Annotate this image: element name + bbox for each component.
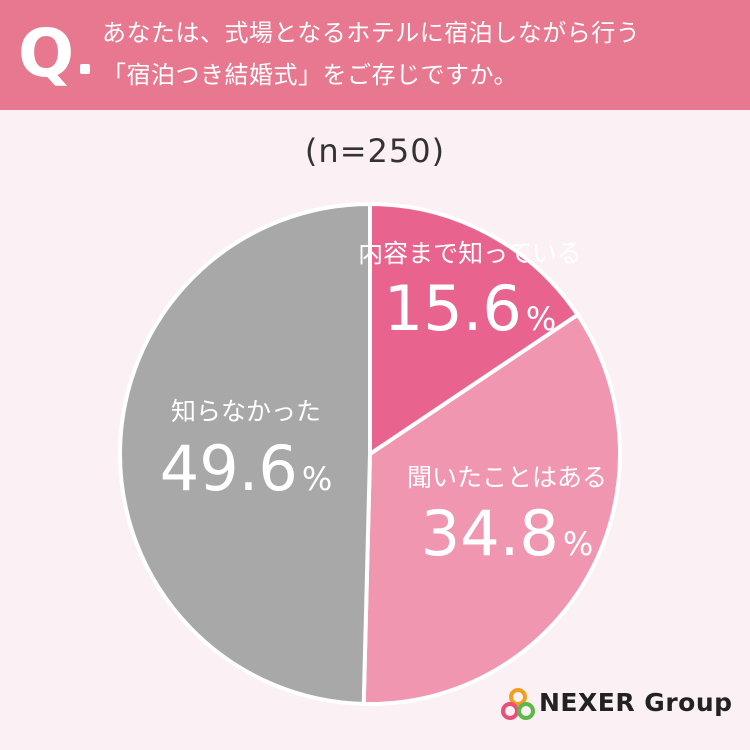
slice-label-3: 知らなかった	[171, 397, 321, 426]
question-mark-dot	[80, 64, 90, 74]
slice-value-unit-1: %	[526, 300, 556, 338]
pie-slice-3	[118, 202, 372, 706]
slice-value-number-1: 15.6	[384, 272, 522, 345]
slice-value-3: 49.6%	[160, 432, 332, 505]
slice-value-1: 15.6%	[384, 272, 556, 345]
pie-slice-1	[368, 202, 580, 456]
slice-value-number-3: 49.6	[160, 432, 298, 505]
question-mark: Q	[18, 15, 75, 92]
sample-size: (n=250)	[304, 132, 446, 170]
brand-name: NEXER Group	[539, 688, 733, 717]
slice-value-number-2: 34.8	[421, 497, 559, 570]
question-banner: Q あなたは、式場となるホテルに宿泊しながら行う 「宿泊つき結婚式」をご存じです…	[0, 0, 750, 110]
question-line-2: 「宿泊つき結婚式」をご存じですか。	[102, 61, 519, 89]
slice-value-2: 34.8%	[421, 497, 593, 570]
slice-value-unit-2: %	[563, 525, 593, 563]
nexer-logo: NEXER Group	[499, 686, 739, 726]
slice-value-unit-3: %	[302, 460, 332, 498]
question-text: あなたは、式場となるホテルに宿泊しながら行う 「宿泊つき結婚式」をご存じですか。	[102, 12, 742, 96]
slice-label-2: 聞いたことはある	[407, 463, 607, 492]
pie-slice-2	[361, 312, 622, 706]
logo-rings-icon	[501, 688, 535, 720]
question-line-1: あなたは、式場となるホテルに宿泊しながら行う	[102, 19, 641, 47]
slice-label-1: 内容まで知っている	[358, 239, 582, 268]
